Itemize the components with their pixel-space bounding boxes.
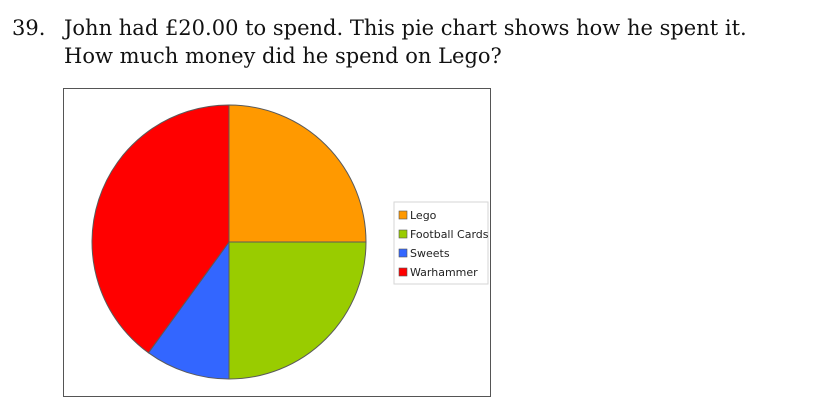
legend-label-sweets: Sweets [410, 247, 450, 260]
pie-chart-frame: Lego Football Cards Sweets Warhammer [63, 88, 491, 397]
legend-label-football-cards: Football Cards [410, 228, 489, 241]
legend-swatch-sweets [398, 248, 408, 258]
legend-swatch-football-cards [398, 229, 408, 239]
legend-swatch-warhammer [398, 267, 408, 277]
legend-box [393, 201, 489, 285]
legend-label-lego: Lego [410, 209, 437, 222]
pie-slice-warhammer [91, 104, 230, 354]
pie-slice-sweets [147, 240, 230, 380]
legend-swatch-lego [398, 210, 408, 220]
pie-slice-lego [228, 104, 367, 243]
legend-label-warhammer: Warhammer [410, 266, 478, 279]
pie-slice-football-cards [228, 241, 367, 380]
pie-chart: Lego Football Cards Sweets Warhammer [91, 104, 489, 380]
question-text: John had £20.00 to spend. This pie chart… [64, 16, 747, 68]
question-number: 39. [12, 16, 46, 40]
